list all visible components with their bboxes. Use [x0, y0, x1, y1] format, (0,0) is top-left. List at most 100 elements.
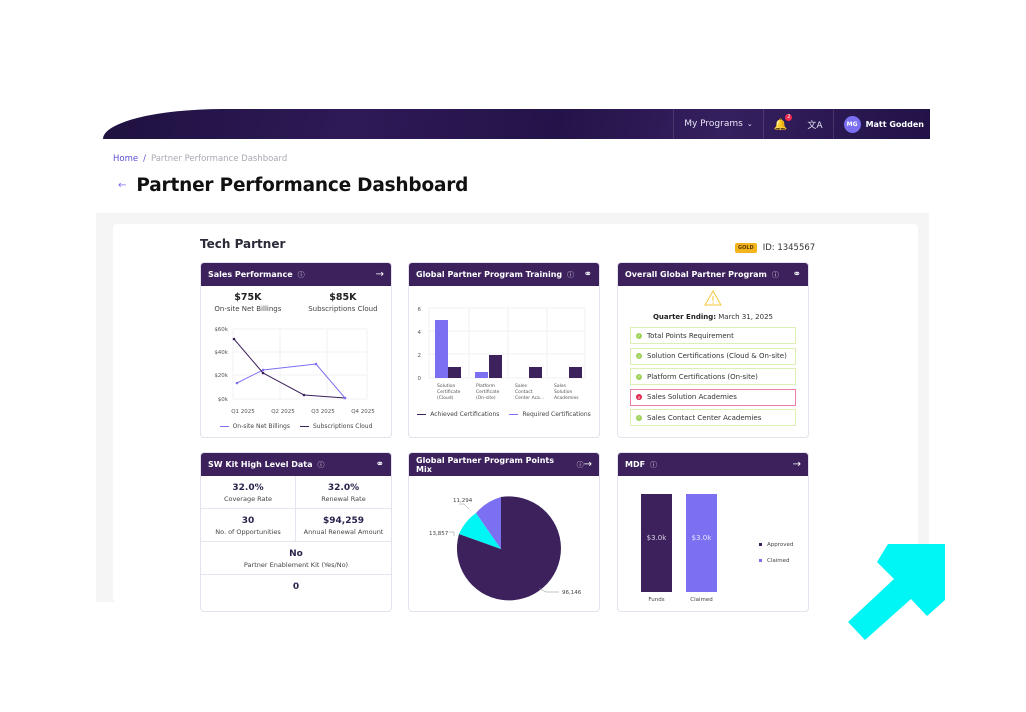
breadcrumb-current: Partner Performance Dashboard: [150, 154, 288, 164]
legend-claimed: Claimed: [767, 558, 790, 564]
mdf-bar-chart: $3.0k $3.0k Funds Claimed Approved Claim…: [641, 494, 793, 603]
svg-text:4: 4: [418, 330, 422, 336]
bar-required: [475, 372, 488, 378]
legend-item: Achieved Certifications: [417, 411, 499, 418]
my-programs-label: My Programs: [684, 119, 743, 129]
svg-text:$3.0k: $3.0k: [692, 534, 713, 542]
arrow-right-icon[interactable]: →: [583, 459, 592, 470]
checklist-item: ✓ Total Points Requirement: [630, 327, 796, 344]
arrow-right-icon[interactable]: →: [375, 269, 384, 280]
subscriptions-cloud-line: [233, 338, 346, 399]
bar-achieved: [448, 367, 461, 378]
legend-approved: Approved: [767, 542, 793, 548]
chevron-down-icon: ⌄: [746, 120, 753, 128]
breadcrumb-home-link[interactable]: Home: [113, 154, 139, 164]
translate-icon: 文A: [807, 120, 823, 131]
user-menu[interactable]: MG Matt Godden: [832, 109, 930, 139]
points-pie-chart: 11,294 13,857 96,146: [429, 496, 582, 601]
tier-badge: GOLD: [735, 243, 757, 253]
card-title: SW Kit High Level Data: [208, 460, 313, 469]
info-icon[interactable]: ⓘ: [650, 460, 658, 469]
info-icon[interactable]: ⓘ: [297, 270, 305, 279]
svg-text:Sales: Sales: [515, 383, 528, 389]
kpi-label: Subscriptions Cloud: [308, 305, 378, 313]
check-icon: ✓: [636, 373, 642, 380]
onsite-billings-line: [236, 363, 346, 399]
svg-text:Sales: Sales: [554, 383, 567, 389]
svg-text:Center Aca...: Center Aca...: [515, 395, 544, 401]
x-tick: Q2 2025: [271, 409, 295, 415]
page-title: Partner Performance Dashboard: [136, 175, 469, 196]
mdf-card: MDF ⓘ → $3.0k $3.0k Funds Claimed Approve…: [617, 452, 809, 612]
metric-cell: 30 No. of Opportunities: [201, 509, 296, 542]
x-tick: Q4 2025: [351, 409, 375, 415]
card-title: Sales Performance: [208, 270, 293, 279]
pie-slice-11294: [476, 497, 501, 549]
bar-claimed: [686, 494, 717, 592]
card-title: Global Partner Program Points Mix: [416, 455, 555, 474]
bar-required: [435, 320, 448, 378]
kpi-row: $75K On-site Net Billings $85K Subscript…: [201, 286, 391, 313]
breadcrumb: Home / Partner Performance Dashboard: [113, 154, 287, 164]
partner-tier: GOLD ID: 1345567: [735, 243, 815, 253]
check-icon: ✓: [636, 332, 642, 339]
breadcrumb-separator: /: [143, 154, 146, 164]
my-programs-dropdown[interactable]: My Programs ⌄: [673, 109, 763, 139]
card-header: Global Partner Program Points Mix ⓘ →: [409, 453, 599, 476]
check-icon: ✓: [636, 353, 642, 359]
notifications-button[interactable]: 🔔 2: [762, 109, 798, 139]
x-tick: Q3 2025: [311, 409, 335, 415]
arrow-right-icon[interactable]: →: [792, 459, 801, 470]
checklist-item: ✓ Solution Certifications (Cloud & On-sit…: [630, 347, 796, 365]
card-header: SW Kit High Level Data ⓘ ⚭: [201, 453, 391, 476]
language-button[interactable]: 文A: [797, 109, 832, 139]
checklist-item: ✓ Sales Contact Center Academies: [630, 409, 796, 426]
link-icon[interactable]: ⚭: [375, 459, 384, 470]
svg-text:$3.0k: $3.0k: [647, 534, 668, 542]
x-circle-icon: ✕: [636, 394, 642, 400]
svg-text:2: 2: [418, 353, 422, 359]
svg-text:Funds: Funds: [648, 597, 664, 603]
card-header: Overall Global Partner Program ⓘ ⚭: [618, 263, 808, 286]
sales-line-chart: $60k $40k $20k $0k Q1 2025 Q2 2025 Q3 20…: [214, 327, 375, 415]
svg-text:0: 0: [418, 376, 422, 382]
sw-kit-grid: 32.0% Coverage Rate 32.0% Renewal Rate 30 N…: [201, 476, 391, 597]
user-name: Matt Godden: [865, 119, 924, 129]
card-header: Global Partner Program Training ⓘ ⚭: [409, 263, 599, 286]
chart-legend: On-site Net Billings Subscriptions Cloud: [201, 423, 391, 430]
bar-achieved: [529, 367, 542, 378]
x-tick: Q1 2025: [231, 409, 255, 415]
svg-text:Certificate: Certificate: [437, 389, 461, 395]
info-icon[interactable]: ⓘ: [771, 270, 779, 279]
quarter-ending: Quarter Ending: March 31, 2025: [652, 313, 774, 321]
back-arrow-icon[interactable]: ←: [118, 180, 127, 191]
y-tick: $40k: [214, 350, 228, 356]
page-header: ← Partner Performance Dashboard: [118, 175, 468, 196]
legend-item: On-site Net Billings: [219, 423, 290, 430]
avatar: MG: [843, 115, 861, 133]
svg-text:(Cloud): (Cloud): [437, 395, 454, 401]
info-icon[interactable]: ⓘ: [317, 460, 325, 469]
kpi-onsite: $75K On-site Net Billings: [214, 292, 281, 313]
info-icon[interactable]: ⓘ: [576, 460, 584, 469]
kpi-label: On-site Net Billings: [214, 305, 282, 313]
training-card: Global Partner Program Training ⓘ ⚭ 6 4 2…: [408, 262, 600, 438]
pie-slice-13857: [459, 513, 501, 549]
pie-slice-96146: [456, 496, 561, 601]
y-tick: $0k: [218, 397, 229, 403]
card-title: Global Partner Program Training: [416, 270, 563, 279]
chart-legend: Achieved Certifications Required Certifi…: [409, 411, 599, 418]
link-icon[interactable]: ⚭: [792, 269, 801, 280]
sw-kit-card: SW Kit High Level Data ⓘ ⚭ 32.0% Coverage …: [200, 452, 392, 612]
bar-achieved: [569, 367, 582, 378]
info-icon[interactable]: ⓘ: [567, 270, 575, 279]
kpi-cloud: $85K Subscriptions Cloud: [308, 292, 377, 313]
y-tick: $20k: [214, 373, 228, 379]
sales-performance-card: Sales Performance ⓘ → $75K On-site Net Bi…: [200, 262, 392, 438]
metric-cell: $94,259 Annual Renewal Amount: [296, 509, 391, 542]
svg-text:(On-site): (On-site): [476, 395, 496, 401]
link-icon[interactable]: ⚭: [583, 269, 592, 280]
check-icon: ✓: [636, 414, 642, 421]
svg-text:11,294: 11,294: [453, 498, 473, 504]
